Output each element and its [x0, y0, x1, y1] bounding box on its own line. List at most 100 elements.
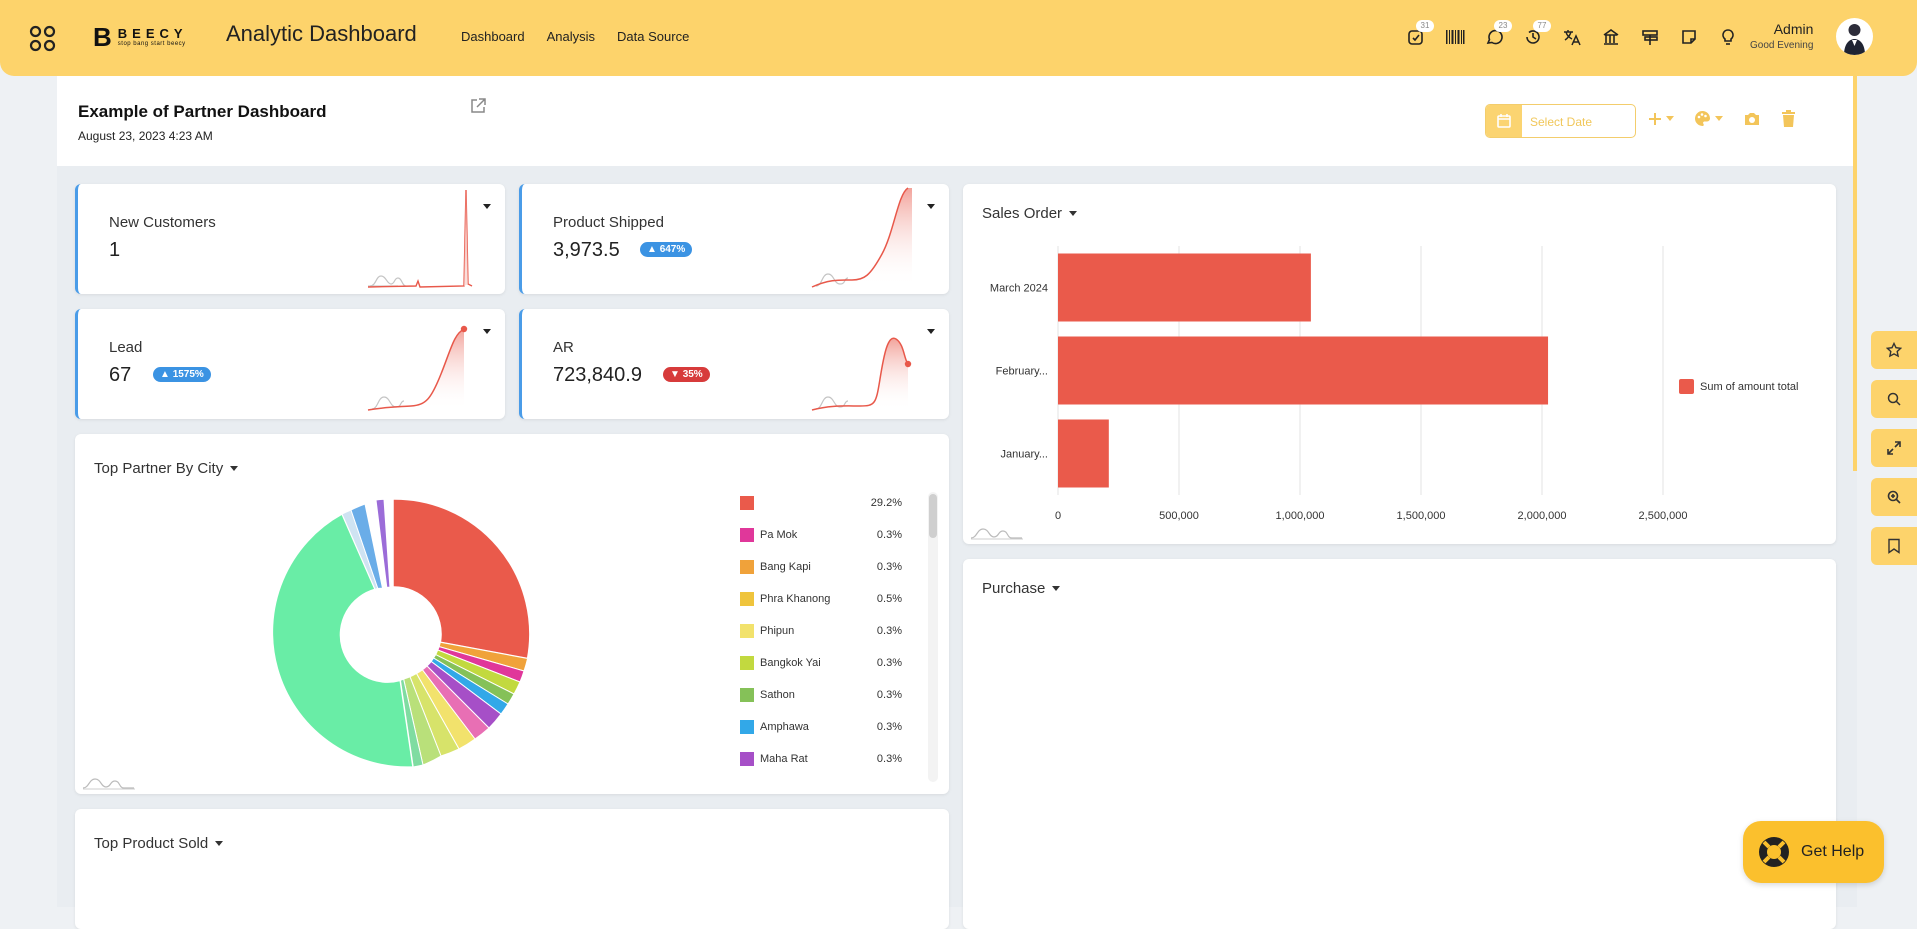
sparkline-new-customers	[367, 189, 473, 288]
caret-down-icon	[1069, 211, 1078, 216]
date-picker[interactable]: Select Date	[1485, 104, 1636, 138]
legend-item[interactable]: Phipun 0.3%	[740, 624, 902, 638]
card-title[interactable]: Top Partner By City	[94, 460, 239, 477]
chevron-down-icon	[1666, 116, 1674, 121]
watermark-logo	[970, 528, 1023, 540]
avatar[interactable]	[1836, 18, 1873, 55]
chevron-down-icon	[1715, 116, 1723, 121]
history-icon[interactable]: 77	[1522, 20, 1551, 48]
chart-legend[interactable]: Sum of amount total	[1679, 379, 1798, 394]
sparkline-product-shipped	[811, 187, 912, 288]
top-product-sold-card: Top Product Sold	[75, 809, 949, 929]
sales-order-bar-chart: 0 500,000 1,000,000 1,500,000 2,000,000 2,500…	[990, 246, 1688, 522]
top-partner-by-city-card: Top Partner By City 29.2% Pa Mok 0.3% Ban…	[75, 434, 949, 794]
favorite-tab[interactable]	[1871, 331, 1917, 369]
right-accent-bar	[1853, 76, 1857, 471]
legend-item[interactable]: Phra Khanong 0.5%	[740, 592, 902, 606]
y-tick-label: January...	[1001, 449, 1049, 461]
page-title: Example of Partner Dashboard	[78, 102, 327, 121]
legend-item[interactable]: Sathon 0.3%	[740, 688, 902, 702]
x-tick-label: 2,000,000	[1518, 510, 1567, 522]
kpi-card-ar[interactable]: AR 723,840.9 ▼ 35%	[519, 309, 949, 419]
kpi-card-product-shipped[interactable]: Product Shipped 3,973.5 ▲ 647%	[519, 184, 949, 294]
watermark-logo	[82, 778, 135, 790]
expand-tab[interactable]	[1871, 429, 1917, 467]
camera-icon[interactable]	[1743, 111, 1761, 127]
lightbulb-icon[interactable]	[1717, 26, 1739, 48]
x-tick-label: 1,000,000	[1276, 510, 1325, 522]
card-title[interactable]: Purchase	[982, 580, 1061, 597]
legend-swatch	[1679, 379, 1694, 394]
user-info[interactable]: Admin Good Evening	[1750, 21, 1814, 51]
kpi-card-lead[interactable]: Lead 67 ▲ 1575%	[75, 309, 505, 419]
legend-item[interactable]: Amphawa 0.3%	[740, 720, 902, 734]
y-tick-label: March 2024	[990, 283, 1048, 295]
caret-down-icon	[230, 466, 239, 471]
get-help-button[interactable]: Get Help	[1743, 821, 1884, 883]
scrollbar-thumb[interactable]	[929, 494, 937, 538]
app-title: Analytic Dashboard	[226, 21, 417, 46]
external-link-icon[interactable]	[469, 97, 487, 120]
nav-analysis[interactable]: Analysis	[546, 29, 596, 44]
theme-button[interactable]	[1694, 110, 1723, 127]
note-icon[interactable]	[1678, 26, 1700, 48]
x-tick-label: 1,500,000	[1397, 510, 1446, 522]
page-date: August 23, 2023 4:23 AM	[78, 129, 213, 143]
sparkline-ar	[811, 337, 912, 411]
card-menu-caret-icon[interactable]	[483, 329, 491, 334]
dashboard-content: Example of Partner Dashboard August 23, …	[57, 76, 1857, 929]
bank-icon[interactable]	[1600, 26, 1622, 48]
nav-dashboard[interactable]: Dashboard	[461, 29, 525, 44]
expand-icon	[1887, 441, 1901, 455]
legend-item[interactable]: Pa Mok 0.3%	[740, 528, 902, 542]
kpi-badge: ▲ 647%	[640, 242, 693, 257]
caret-down-icon	[1052, 586, 1061, 591]
chat-icon[interactable]: 23	[1483, 20, 1512, 48]
legend-item[interactable]: Maha Rat 0.3%	[740, 752, 902, 766]
zoom-tab[interactable]	[1871, 478, 1917, 516]
sales-order-card: Sales Order 0 500,000 1,000,000 1,500,000 2,…	[963, 184, 1836, 544]
search-icon	[1887, 392, 1901, 406]
purchase-card: Purchase	[963, 559, 1836, 929]
x-tick-label: 0	[1055, 510, 1061, 522]
legend-item[interactable]: Bangkok Yai 0.3%	[740, 656, 902, 670]
legend-item[interactable]: Bang Kapi 0.3%	[740, 560, 902, 574]
toolbar-icons: 31 23 77	[1405, 20, 1739, 48]
nav-data-source[interactable]: Data Source	[617, 29, 690, 44]
x-tick-label: 2,500,000	[1639, 510, 1688, 522]
bookmark-tab[interactable]	[1871, 527, 1917, 565]
header-actions	[1648, 110, 1796, 127]
delete-icon[interactable]	[1781, 110, 1796, 127]
dashboard-header: Example of Partner Dashboard August 23, …	[57, 76, 1857, 166]
card-title[interactable]: Sales Order	[982, 205, 1078, 222]
star-icon	[1886, 342, 1902, 358]
lifebuoy-icon	[1759, 837, 1789, 867]
apps-grid-icon[interactable]	[29, 25, 56, 57]
sparkline-lead	[367, 325, 468, 411]
card-title[interactable]: Top Product Sold	[94, 835, 224, 852]
bar[interactable]	[1058, 419, 1109, 488]
signpost-icon[interactable]	[1639, 26, 1661, 48]
card-menu-caret-icon[interactable]	[927, 329, 935, 334]
brand-logo[interactable]: B BEECY stop bang start beecy	[93, 22, 188, 52]
card-menu-caret-icon[interactable]	[483, 204, 491, 209]
bar[interactable]	[1058, 336, 1549, 405]
zoom-in-icon	[1887, 490, 1901, 504]
legend-item[interactable]: 29.2%	[740, 496, 902, 510]
bar[interactable]	[1058, 253, 1311, 322]
legend-scrollbar[interactable]	[928, 492, 938, 782]
search-tab[interactable]	[1871, 380, 1917, 418]
top-bar: B BEECY stop bang start beecy Analytic D…	[0, 0, 1917, 76]
partner-donut-chart	[271, 498, 531, 768]
bookmark-icon	[1888, 538, 1900, 554]
activity-icon[interactable]: 31	[1405, 20, 1434, 48]
barcode-icon[interactable]	[1444, 26, 1466, 48]
caret-down-icon	[215, 841, 224, 846]
add-widget-button[interactable]	[1648, 112, 1674, 126]
kpi-card-new-customers[interactable]: New Customers 1	[75, 184, 505, 294]
translate-icon[interactable]	[1561, 26, 1583, 48]
calendar-icon	[1486, 105, 1522, 137]
y-tick-label: February...	[996, 366, 1048, 378]
card-menu-caret-icon[interactable]	[927, 204, 935, 209]
x-tick-label: 500,000	[1159, 510, 1199, 522]
